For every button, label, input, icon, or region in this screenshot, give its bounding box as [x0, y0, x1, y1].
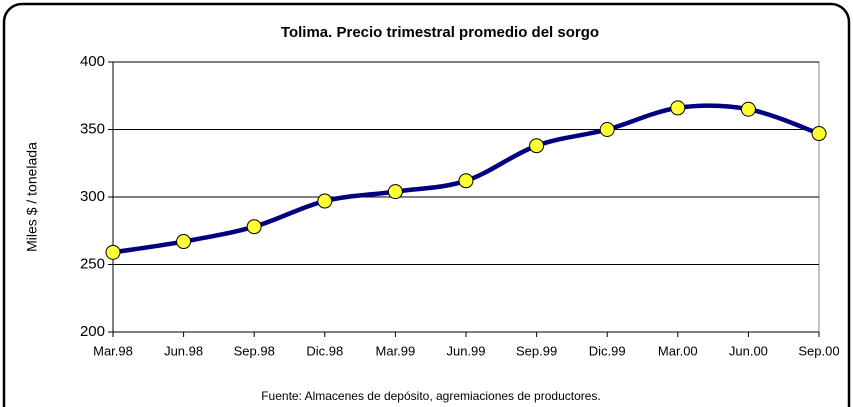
source-note: Fuente: Almacenes de depósito, agremiaci…	[261, 389, 601, 403]
x-tick-label: Sep.99	[516, 343, 557, 358]
chart-title: Tolima. Precio trimestral promedio del s…	[281, 24, 599, 41]
x-tick-label: Dic.98	[306, 343, 343, 358]
x-tick-label: Mar.98	[93, 343, 133, 358]
point-marker	[529, 138, 545, 154]
x-tick-label: Dic.99	[589, 343, 626, 358]
x-tick-label: Mar.99	[376, 343, 416, 358]
x-tick-label: Sep.00	[798, 343, 839, 358]
x-tick-label: Jun.99	[446, 343, 485, 358]
point-marker	[458, 173, 474, 189]
point-marker	[246, 219, 262, 235]
x-tick-label: Jun.98	[164, 343, 203, 358]
point-marker	[176, 234, 192, 250]
y-axis-label: Miles $ / tonelada	[24, 142, 40, 252]
x-tick-label: Sep.98	[234, 343, 275, 358]
point-marker	[740, 101, 756, 117]
y-tick-label: 250	[80, 255, 105, 272]
y-tick-label: 200	[80, 323, 105, 340]
point-marker	[387, 184, 403, 200]
y-tick-label: 300	[80, 188, 105, 205]
y-tick-label: 400	[80, 53, 105, 70]
point-marker	[599, 122, 615, 137]
y-tick-label: 350	[80, 120, 105, 137]
point-marker	[105, 244, 121, 260]
x-tick-label: Mar.00	[658, 343, 698, 358]
x-tick-label: Jun.00	[729, 343, 768, 358]
point-marker	[811, 126, 827, 142]
point-marker	[670, 100, 686, 116]
point-marker	[317, 193, 333, 209]
